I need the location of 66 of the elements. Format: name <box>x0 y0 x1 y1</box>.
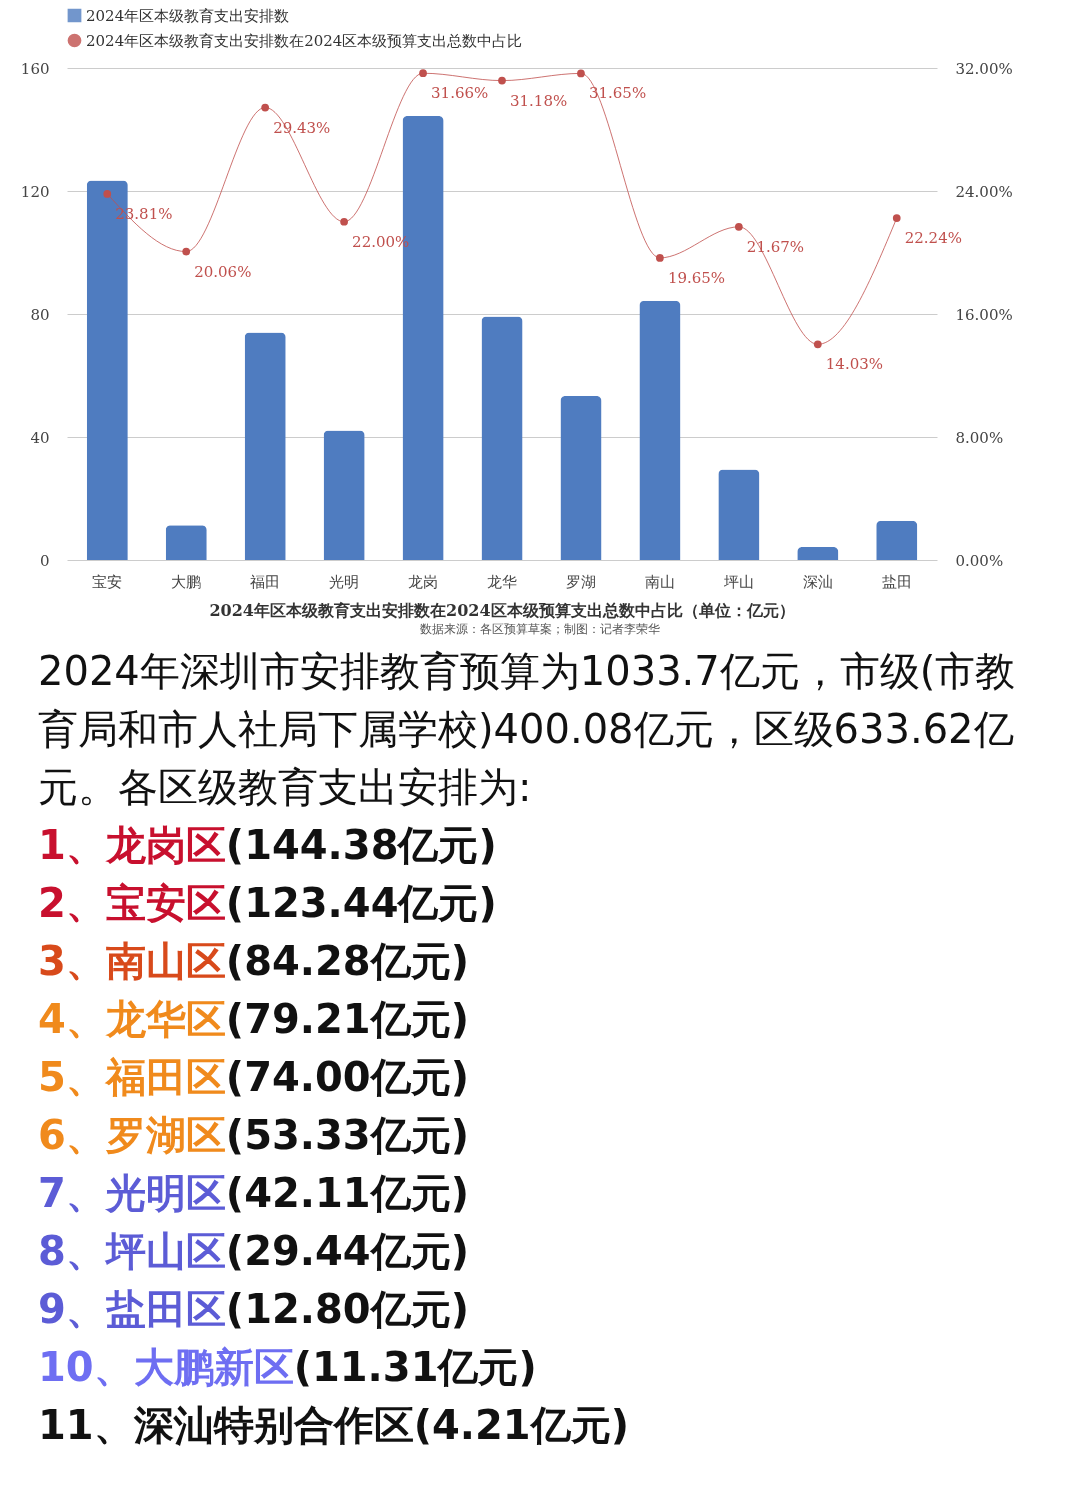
source-note: 数据来源：各区预算草案；制图：记者李荣华 <box>419 621 661 638</box>
x-tick-label: 坪山 <box>722 572 754 591</box>
y2-tick-label: 0.00% <box>955 551 1004 570</box>
data-label: 31.66% <box>431 84 489 103</box>
y-tick-label: 120 <box>20 182 50 201</box>
point <box>419 69 427 78</box>
data-label: 31.18% <box>510 91 568 110</box>
data-label: 14.03% <box>825 355 883 374</box>
bar <box>797 547 839 560</box>
legend-label: 2024年区本级教育支出安排数在2024区本级预算支出总数中占比 <box>86 31 523 50</box>
point <box>261 103 270 112</box>
bar <box>876 520 918 560</box>
text: 7、光明区(42.11亿元) <box>38 1169 470 1218</box>
x-tick-label: 大鹏 <box>171 572 202 591</box>
x-tick-label: 光明 <box>329 572 360 591</box>
bar <box>323 430 365 560</box>
text: 6、罗湖区(53.33亿元) <box>38 1111 470 1160</box>
bar <box>244 332 286 560</box>
y2-tick-label: 8.00% <box>955 428 1004 447</box>
point <box>734 222 743 231</box>
text: 1、龙岗区(144.38亿元) <box>38 821 498 870</box>
x-tick-label: 盐田 <box>881 572 912 591</box>
y-tick-label: 80 <box>30 305 50 324</box>
text: 10、大鹏新区(11.31亿元) <box>38 1343 538 1392</box>
point <box>182 247 191 256</box>
y-tick-label: 160 <box>20 59 50 78</box>
text: 9、盐田区(12.80亿元) <box>38 1285 470 1334</box>
data-label: 19.65% <box>667 268 726 287</box>
text: 4、龙华区(79.21亿元) <box>38 995 470 1044</box>
bar <box>481 316 523 560</box>
point <box>577 69 585 78</box>
bar <box>639 300 681 560</box>
y-tick-label: 40 <box>30 428 50 447</box>
y2-tick-label: 32.00% <box>955 59 1013 78</box>
point <box>340 217 348 226</box>
x-tick-label: 福田 <box>250 572 281 591</box>
text: 2、宝安区(123.44亿元) <box>38 879 498 928</box>
bar <box>560 396 602 560</box>
x-tick-label: 罗湖 <box>565 572 596 591</box>
x-tick-label: 南山 <box>644 572 675 591</box>
point <box>103 190 112 198</box>
data-label: 20.06% <box>194 262 252 281</box>
x-tick-label: 龙岗 <box>408 572 439 591</box>
text: 3、南山区(84.28亿元) <box>38 937 470 986</box>
x-tick-label: 宝安 <box>92 572 123 591</box>
data-label: 21.67% <box>746 237 805 256</box>
text: 5、福田区(74.00亿元) <box>38 1053 470 1102</box>
point <box>498 76 506 85</box>
legend-label: 2024年区本级教育支出安排数 <box>86 6 290 25</box>
data-label: 31.65% <box>588 84 647 103</box>
data-label: 22.24% <box>904 229 962 248</box>
text: 8、坪山区(29.44亿元) <box>38 1227 470 1276</box>
text: 11、深汕特别合作区(4.21亿元) <box>38 1401 630 1450</box>
text: 2024年深圳市安排教育预算为1033.7亿元，市级(市教育局和市人社局下属学校)400.08亿元，区级633.62亿元。各区级教育支出安排为: <box>38 647 1017 812</box>
point <box>656 254 664 262</box>
x-tick-label: 深汕 <box>802 572 833 591</box>
data-label: 29.43% <box>273 118 331 137</box>
y2-tick-label: 16.00% <box>955 305 1013 324</box>
bar <box>165 525 207 560</box>
y-tick-label: 0 <box>39 551 50 570</box>
x-tick-label: 龙华 <box>487 572 517 591</box>
point <box>892 214 901 222</box>
y2-tick-label: 24.00% <box>955 182 1013 201</box>
bar <box>718 469 760 560</box>
text: 2024年区本级教育支出安排数在2024区本级预算支出总数中占比（单位：亿元） <box>209 601 795 620</box>
point <box>813 340 822 349</box>
